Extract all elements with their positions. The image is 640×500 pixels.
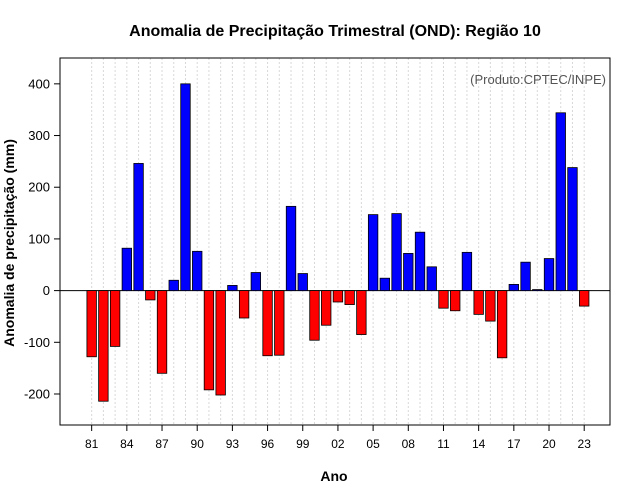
- x-tick-label: 02: [331, 437, 345, 451]
- bar-1987: [156, 290, 168, 374]
- bar-1983: [109, 290, 121, 347]
- bar-2022: [567, 167, 578, 292]
- bar-2010: [426, 266, 437, 292]
- bar-1996: [262, 290, 273, 357]
- bar-1981: [86, 290, 97, 358]
- x-tick-label: 17: [507, 437, 521, 451]
- y-tick-label: -200: [24, 386, 50, 401]
- bar-1998: [285, 205, 297, 292]
- bar-1995: [250, 272, 261, 292]
- bar-1985: [133, 163, 144, 292]
- y-axis: -200 -100 0 100 200 300 400: [24, 76, 60, 401]
- bar-2005: [367, 214, 379, 292]
- bar-1992: [215, 290, 226, 396]
- y-tick-label: 400: [28, 76, 50, 91]
- x-tick-label: 20: [542, 437, 556, 451]
- bar-2000: [309, 290, 320, 341]
- bar-2002: [332, 290, 344, 303]
- bar-2003: [344, 290, 355, 305]
- bar-1988: [168, 279, 179, 292]
- bar-1993: [227, 285, 238, 292]
- bar-1986: [145, 290, 156, 301]
- x-tick-label: 96: [261, 437, 275, 451]
- chart-title: Anomalia de Precipitação Trimestral (OND…: [129, 23, 541, 40]
- y-tick-label: 200: [28, 180, 50, 195]
- bar-2004: [356, 290, 367, 335]
- x-tick-label: 84: [120, 437, 134, 451]
- bar-1984: [121, 247, 132, 292]
- bar-2001: [321, 290, 332, 326]
- bar-2017: [508, 284, 519, 292]
- y-tick-label: 100: [28, 231, 50, 246]
- y-tick-label: 300: [28, 128, 50, 143]
- bar-2023: [579, 290, 590, 307]
- y-tick-label: 0: [43, 283, 50, 298]
- x-tick-label: 93: [226, 437, 240, 451]
- x-tick-label: 14: [472, 437, 486, 451]
- x-tick-label: 87: [155, 437, 169, 451]
- x-tick-label: 23: [578, 437, 592, 451]
- bar-2008: [403, 252, 414, 292]
- bar-1991: [203, 290, 215, 391]
- bars: [86, 83, 590, 402]
- bar-1982: [98, 290, 109, 402]
- bar-1990: [192, 250, 203, 292]
- bar-2006: [379, 277, 390, 292]
- grid-lines: [91, 58, 585, 425]
- x-tick-label: 11: [437, 437, 450, 451]
- bar-2016: [496, 290, 508, 359]
- plot-frame: [59, 57, 611, 426]
- x-axis-label: Ano: [320, 468, 347, 484]
- bar-2009: [414, 231, 426, 292]
- bar-1997: [274, 290, 285, 356]
- x-tick-label: 99: [296, 437, 310, 451]
- bar-2020: [543, 258, 555, 292]
- bar-2007: [391, 213, 402, 292]
- bar-2013: [461, 251, 473, 292]
- x-tick-label: 05: [366, 437, 380, 451]
- x-tick-label: 90: [191, 437, 205, 451]
- x-tick-label: 81: [85, 437, 99, 451]
- bar-1999: [297, 273, 308, 292]
- x-tick-label: 08: [402, 437, 416, 451]
- bar-2012: [450, 290, 461, 312]
- y-axis-label: Anomalia de precipitação (mm): [1, 139, 17, 347]
- x-axis: 81 84 87 90 93 96 99 02 05 08 11 14 17 20 23: [85, 425, 591, 451]
- bar-2019: [532, 289, 543, 292]
- bar-1994: [238, 290, 250, 319]
- bar-2015: [485, 290, 496, 322]
- product-watermark: (Produto:CPTEC/INPE): [470, 72, 606, 87]
- y-tick-label: -100: [24, 335, 50, 350]
- bar-2021: [555, 112, 566, 292]
- bar-2011: [438, 290, 449, 309]
- bar-2014: [473, 290, 484, 315]
- bar-2018: [520, 261, 531, 292]
- bar-1989: [180, 83, 191, 292]
